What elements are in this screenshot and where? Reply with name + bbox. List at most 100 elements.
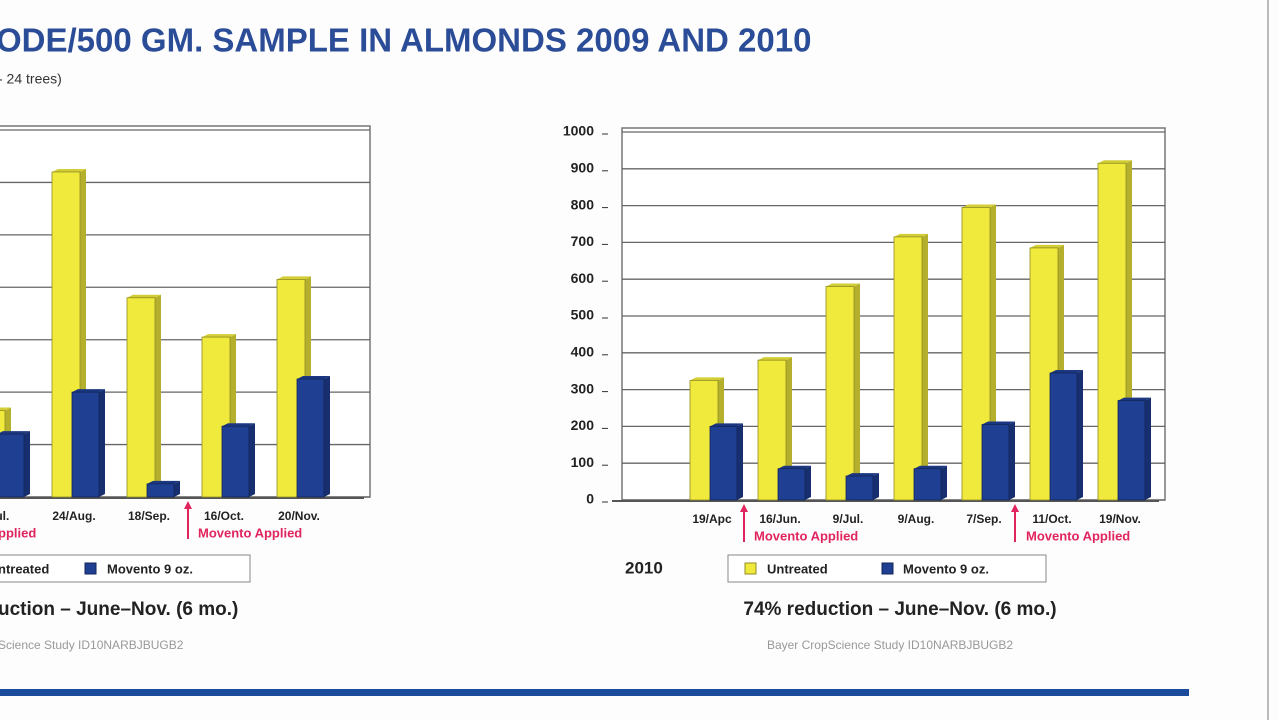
legend-box	[0, 554, 251, 583]
x-tick-label: 16/Oct.	[204, 509, 244, 523]
x-tick-label: 18/Sep.	[128, 509, 170, 523]
bar	[221, 425, 250, 498]
x-tick-label: 20/Nov.	[278, 509, 320, 523]
bar-side	[99, 389, 105, 497]
y-tick-label: 600	[571, 270, 595, 286]
bar-side	[155, 294, 161, 497]
bar	[1049, 372, 1078, 501]
annotation-arrowhead	[1011, 504, 1019, 512]
chart-source: Science Study ID10NARBJBUGB2	[0, 638, 184, 652]
bar	[0, 433, 25, 498]
bar-side	[174, 480, 180, 497]
annotation: Movento Applied	[198, 525, 302, 540]
chart-caption: 74% reduction – June–Nov. (6 mo.)	[743, 599, 1056, 620]
y-tick-label: 700	[571, 233, 595, 249]
chart-label: 2010	[625, 558, 663, 577]
bar-top	[1098, 160, 1132, 164]
legend-label: Untreated	[767, 561, 828, 576]
x-tick-label: 19/Apc	[692, 512, 732, 526]
bar-top	[826, 283, 860, 287]
bar-top	[1030, 244, 1064, 248]
bar-top	[277, 276, 311, 280]
annotation-arrowhead	[184, 501, 192, 509]
bar-side	[1009, 421, 1015, 500]
bar	[825, 286, 855, 501]
bar-top	[222, 423, 255, 427]
bar	[146, 483, 175, 498]
legend-swatch	[744, 562, 757, 575]
bar-side	[24, 431, 30, 497]
bar-side	[324, 376, 330, 497]
chart-source: Bayer CropScience Study ID10NARBJBUGB2	[767, 638, 1013, 652]
bar	[126, 297, 156, 498]
y-tick-label: 400	[571, 344, 595, 360]
bar	[71, 391, 100, 498]
bar-side	[249, 423, 255, 497]
bar-top	[0, 431, 30, 435]
legend-label: Movento 9 oz.	[107, 561, 193, 576]
bar	[913, 468, 942, 501]
bar-side	[941, 465, 947, 500]
slide-title: ODE/500 GM. SAMPLE IN ALMONDS 2009 AND 2…	[0, 22, 811, 59]
bar-top	[846, 473, 879, 477]
chart-caption: uction – June–Nov. (6 mo.)	[0, 599, 238, 620]
bar	[1117, 400, 1146, 501]
legend-swatch	[881, 562, 894, 575]
annotation: Movento Applied	[754, 528, 858, 543]
bar-side	[805, 465, 811, 500]
y-tick-label: 800	[571, 196, 595, 212]
bar-top	[202, 334, 236, 338]
y-tick-label: 0	[586, 491, 594, 507]
y-tick-label: 300	[571, 380, 595, 396]
bar	[709, 425, 738, 501]
x-tick-label: 9/Jul.	[833, 512, 864, 526]
y-tick-label: 500	[571, 307, 595, 323]
bar-top	[1118, 397, 1151, 401]
annotation: Movento Applied	[1026, 528, 1130, 543]
legend-swatch	[84, 562, 97, 575]
bar-top	[72, 389, 105, 393]
x-tick-label: 19/Nov.	[1099, 512, 1141, 526]
bar-side	[854, 283, 860, 500]
bar-top	[297, 376, 330, 380]
y-tick-label: 100	[571, 454, 595, 470]
bar-top	[710, 423, 743, 427]
legend-label: ntreated	[0, 561, 49, 576]
bar-side	[786, 357, 792, 500]
footer-rule	[0, 689, 1189, 696]
bar-top	[690, 377, 724, 381]
x-tick-label: 24/Aug.	[52, 509, 95, 523]
bar-side	[922, 233, 928, 500]
bar-top	[914, 465, 947, 469]
bar-top	[894, 233, 928, 237]
y-tick-label: 900	[571, 160, 595, 176]
y-tick-label: 1000	[563, 123, 594, 139]
x-tick-label: 11/Oct.	[1032, 512, 1071, 526]
slide-subtitle: - 24 trees)	[0, 71, 62, 87]
bar	[777, 468, 806, 501]
bar	[893, 236, 923, 501]
x-tick-label: 16/Jun.	[759, 512, 800, 526]
bar-top	[758, 357, 792, 361]
bar-side	[1145, 397, 1151, 500]
bar-top	[1050, 370, 1083, 374]
annotation-arrowhead	[740, 504, 748, 512]
bar-side	[873, 473, 879, 500]
bar-top	[982, 421, 1015, 425]
y-tick-label: 200	[571, 417, 595, 433]
x-tick-label: 9/Aug.	[898, 512, 935, 526]
bar-top	[962, 204, 996, 208]
bar-side	[1077, 370, 1083, 500]
bar-top	[778, 465, 811, 469]
x-tick-label: Jul.	[0, 509, 9, 523]
bar-side	[737, 423, 743, 500]
bar	[845, 475, 874, 501]
legend-label: Movento 9 oz.	[903, 561, 989, 576]
bar-top	[127, 294, 161, 298]
bar-top	[0, 407, 11, 411]
bar-top	[52, 168, 86, 172]
bar	[981, 424, 1010, 501]
x-tick-label: 7/Sep.	[966, 512, 1001, 526]
